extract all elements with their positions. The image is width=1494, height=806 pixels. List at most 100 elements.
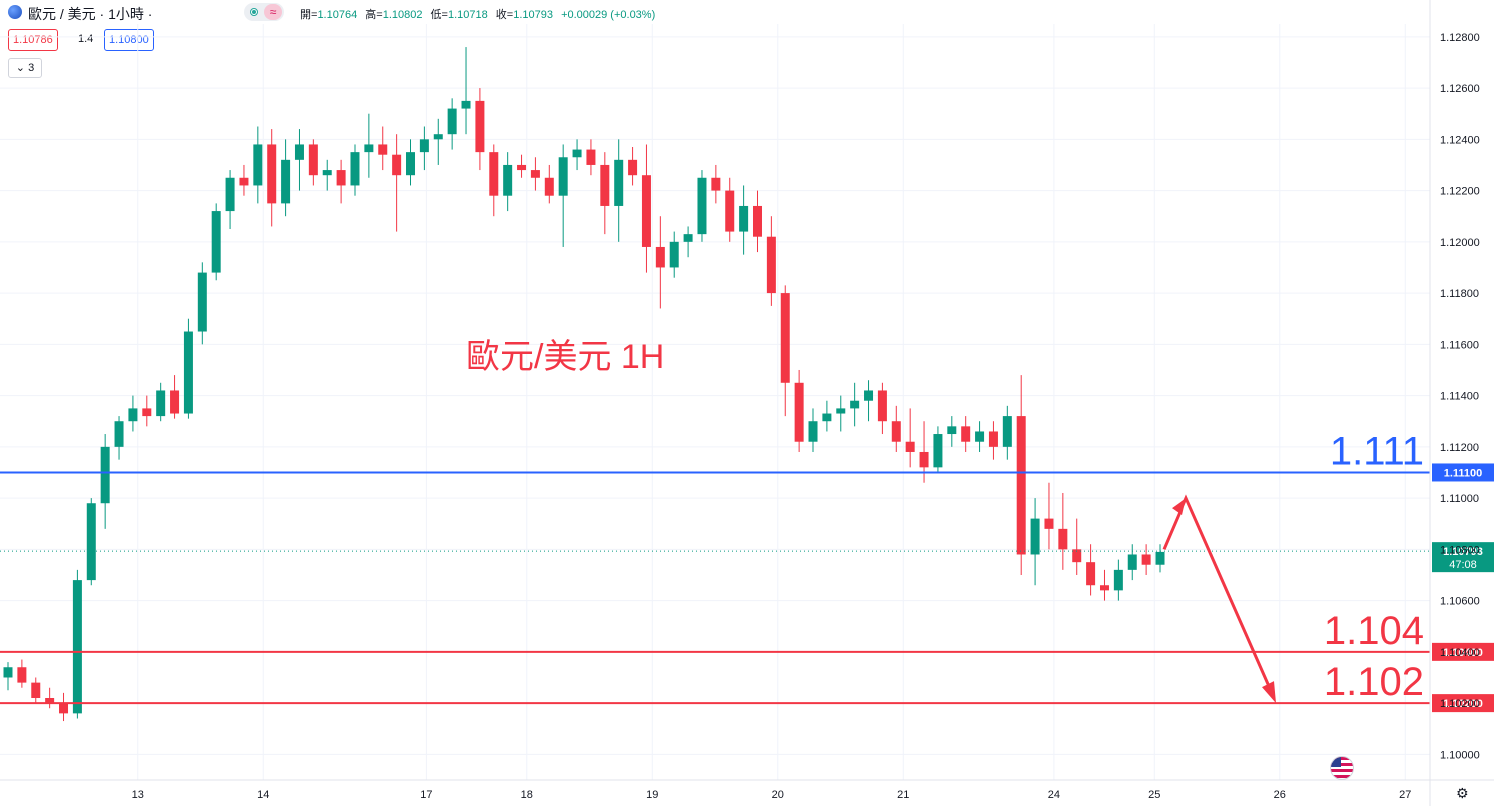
candle-body <box>364 144 374 153</box>
candle <box>3 662 13 691</box>
candle <box>294 129 304 191</box>
candle <box>281 139 291 217</box>
x-tick-label: 13 <box>132 789 144 801</box>
high-label: 高= <box>365 9 383 21</box>
projection-arrow-path <box>1162 494 1274 694</box>
buy-price-button[interactable]: 1.10800 <box>104 29 154 51</box>
us-flag-icon[interactable] <box>1330 756 1354 780</box>
candle-body <box>752 205 762 237</box>
candle <box>850 382 860 427</box>
market-open-dot-icon <box>250 8 258 16</box>
candle-body <box>586 149 596 165</box>
countdown-text: 47:08 <box>1449 559 1477 571</box>
candle <box>461 47 471 135</box>
candle-body <box>628 159 638 176</box>
currency-pair-icon <box>8 5 22 19</box>
candle-body <box>350 152 360 186</box>
symbol-title[interactable]: 歐元 / 美元 · 1小時 · <box>28 6 153 22</box>
candle <box>1016 375 1026 575</box>
candle <box>31 677 41 704</box>
sell-price-button[interactable]: 1.10786 <box>8 29 58 51</box>
candle <box>419 126 429 171</box>
candle-body <box>517 164 527 171</box>
candle <box>891 405 901 452</box>
candle <box>669 231 679 278</box>
x-tick-label: 24 <box>1048 789 1060 801</box>
level-price-tag <box>1432 694 1494 713</box>
level-price-text: 1.10200 <box>1443 698 1483 710</box>
candle <box>517 154 527 178</box>
candle-body <box>72 580 82 714</box>
candle-body <box>336 170 346 186</box>
candle <box>336 159 346 204</box>
candle-body <box>961 426 971 442</box>
candle <box>197 262 207 345</box>
candle-body <box>183 331 193 414</box>
candle <box>836 395 846 432</box>
candle-body <box>1002 416 1012 447</box>
candle <box>877 382 887 435</box>
candle-body <box>850 400 860 409</box>
candle <box>822 400 832 432</box>
candle-body <box>766 236 776 294</box>
x-tick-label: 27 <box>1399 789 1411 801</box>
level-label: 1.102 <box>1324 660 1424 704</box>
x-tick-label: 20 <box>772 789 784 801</box>
candle <box>739 185 749 255</box>
candle <box>1044 482 1054 550</box>
ohlc-values: 開=1.10764 高=1.10802 低=1.10718 收=1.10793 … <box>300 6 655 22</box>
candle <box>808 408 818 452</box>
candle <box>558 144 568 247</box>
candle <box>239 164 249 196</box>
close-value: 1.10793 <box>513 9 553 21</box>
candle-body <box>711 177 721 191</box>
candle-body <box>891 421 901 442</box>
candle-body <box>669 241 679 268</box>
candle-body <box>17 667 27 683</box>
candle-body <box>128 408 138 422</box>
spread-value: 1.4 <box>78 33 94 45</box>
horizontal-levels: 1.111 1.11100 1.104 1.10400 1.102 1.10200 1.10… <box>0 429 1494 713</box>
candle <box>45 687 55 709</box>
candle-body <box>461 100 471 109</box>
candle <box>1127 544 1137 581</box>
level-label: 1.104 <box>1324 609 1424 653</box>
status-pill[interactable]: ≈ <box>244 3 284 21</box>
candle-body <box>919 451 929 468</box>
current-price-text: 1.10793 <box>1443 546 1483 558</box>
gear-icon[interactable]: ⚙ <box>1456 785 1469 801</box>
level-price-text: 1.11100 <box>1444 467 1483 479</box>
candle <box>614 139 624 242</box>
candle <box>600 152 610 235</box>
candle-body <box>170 390 180 414</box>
candle <box>253 126 263 204</box>
candle-body <box>822 413 832 422</box>
price-axis: 1.12800 1.12600 1.12400 1.12200 1.12000 1.118… <box>1429 0 1480 806</box>
candle <box>530 157 540 191</box>
current-price-tag <box>1432 542 1494 573</box>
candle <box>475 88 485 171</box>
candle-body <box>739 205 749 232</box>
candle-body <box>725 190 735 232</box>
candle-body <box>114 421 124 447</box>
candle-body <box>1044 518 1054 529</box>
chart-header: 歐元 / 美元 · 1小時 · ≈ 開=1.10764 高=1.10802 低=… <box>0 0 1420 24</box>
candle-body <box>1072 549 1082 563</box>
candle <box>780 285 790 417</box>
y-tick-label: 1.10400 <box>1440 647 1480 659</box>
candle <box>100 434 110 529</box>
candle <box>489 144 499 217</box>
candle <box>697 170 707 242</box>
candle <box>211 203 221 281</box>
candle <box>961 416 971 452</box>
candle <box>142 395 152 427</box>
wave-icon[interactable]: ≈ <box>264 4 282 20</box>
candle <box>72 569 82 719</box>
candle <box>544 164 554 204</box>
y-tick-label: 1.11600 <box>1440 339 1479 351</box>
candle <box>128 395 138 432</box>
candle-body <box>933 434 943 468</box>
indicators-collapse-button[interactable]: ⌄ 3 <box>8 58 42 78</box>
candle-body <box>211 211 221 273</box>
